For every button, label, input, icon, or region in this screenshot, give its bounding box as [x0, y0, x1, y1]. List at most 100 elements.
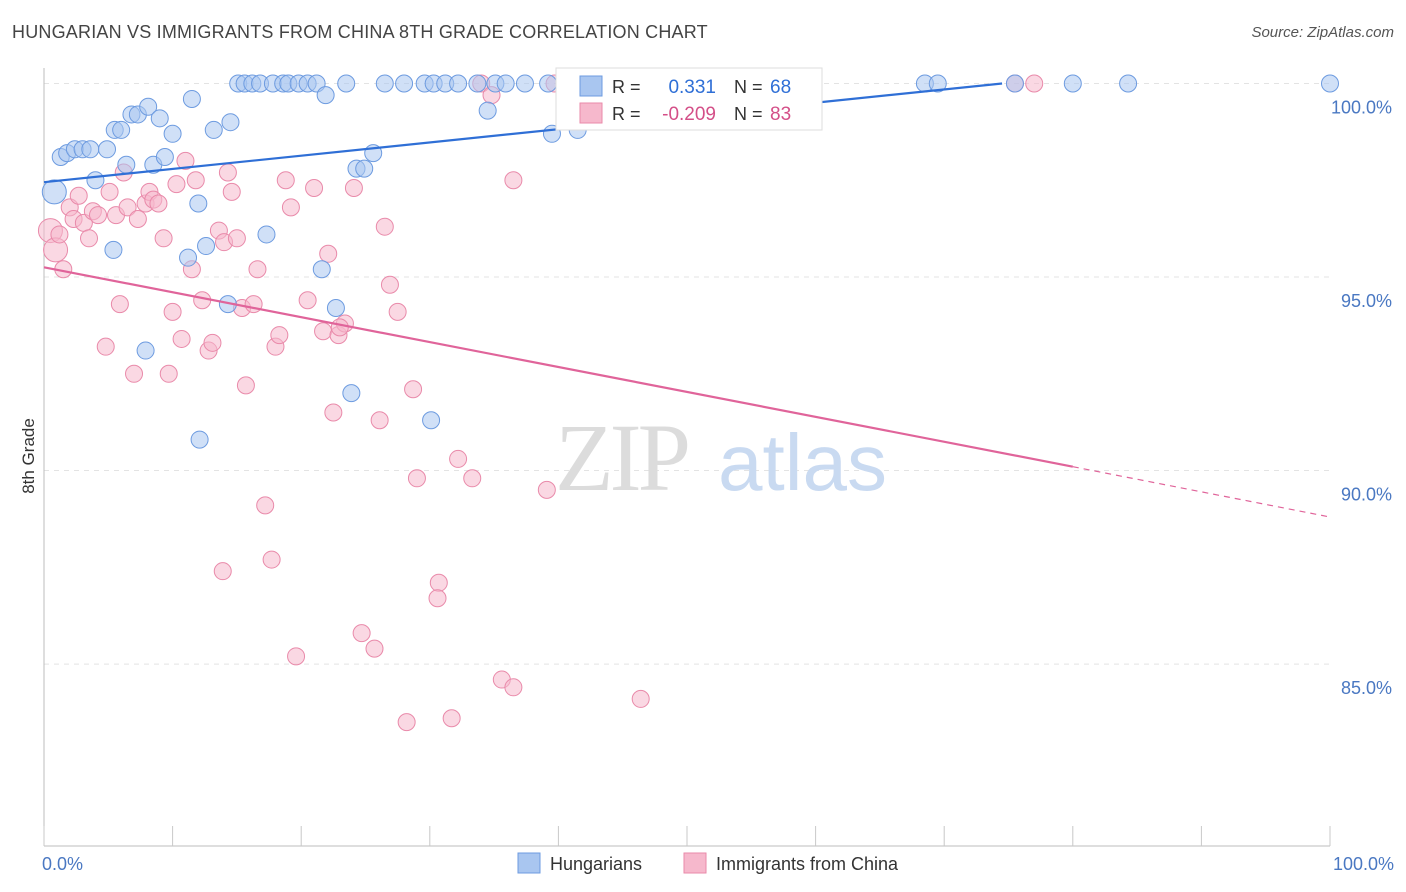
china-point — [442, 709, 461, 728]
china-point — [248, 260, 267, 279]
legend-swatch-china — [683, 852, 707, 874]
china-point — [167, 175, 186, 194]
china-point — [631, 689, 650, 708]
legend-label-hungarians: Hungarians — [550, 854, 642, 874]
china-point — [352, 624, 371, 643]
china-point — [100, 182, 119, 201]
china-point — [110, 295, 129, 314]
hungarian-point — [326, 298, 345, 317]
x-tick-label-min: 0.0% — [42, 854, 83, 874]
hungarian-point — [449, 74, 468, 93]
china-point — [176, 151, 195, 170]
hungarian-point — [163, 124, 182, 143]
china-point — [125, 364, 144, 383]
hungarian-point — [81, 140, 100, 159]
x-tick-label-max: 100.0% — [1333, 854, 1394, 874]
china-point — [276, 171, 295, 190]
china-point — [370, 411, 389, 430]
hungarian-point — [189, 194, 208, 213]
hungarian-point — [1063, 74, 1082, 93]
hungarian-point — [337, 74, 356, 93]
hungarian-point — [190, 430, 209, 449]
y-tick-label: 85.0% — [1341, 678, 1392, 698]
hungarian-point — [468, 74, 487, 93]
china-point — [404, 380, 423, 399]
china-point — [186, 171, 205, 190]
china-point — [305, 178, 324, 197]
china-point — [319, 244, 338, 263]
china-point — [69, 186, 88, 205]
china-point — [375, 217, 394, 236]
x-ticks — [43, 826, 1331, 846]
stats-box: R = 0.331 N = 68 R = -0.209 N = 83 — [555, 67, 823, 131]
china-point — [537, 480, 556, 499]
china-point — [504, 678, 523, 697]
hungarian-point — [422, 411, 441, 430]
china-point — [128, 209, 147, 228]
legend-label-china: Immigrants from China — [716, 854, 899, 874]
china-point — [365, 639, 384, 658]
hungarian-point — [221, 113, 240, 132]
china-point — [344, 178, 363, 197]
china-point — [287, 647, 306, 666]
hungarian-point — [182, 89, 201, 108]
hungarian-point — [179, 248, 198, 267]
china-point — [429, 573, 448, 592]
series-immigrants-from-china — [37, 74, 1044, 732]
hungarian-point — [139, 97, 158, 116]
china-point — [397, 713, 416, 732]
hungarian-point — [1321, 74, 1339, 93]
china-point — [281, 198, 300, 217]
china-point — [222, 182, 241, 201]
china-point — [449, 449, 468, 468]
china-trend-line-extrapolated — [1072, 466, 1331, 518]
stats-n-label: N = — [734, 77, 763, 97]
stats-swatch-blue — [579, 75, 603, 97]
y-tick-label: 95.0% — [1341, 291, 1392, 311]
hungarian-point — [496, 74, 515, 93]
china-point — [262, 550, 281, 569]
china-point — [118, 198, 137, 217]
stats-n-label: N = — [734, 104, 763, 124]
china-point — [256, 496, 275, 515]
hungarian-point — [204, 120, 223, 139]
hungarian-point — [539, 74, 558, 93]
china-point — [159, 364, 178, 383]
hungarian-point — [342, 384, 361, 403]
y-tick-label: 90.0% — [1341, 485, 1392, 505]
china-point — [236, 376, 255, 395]
china-point — [218, 163, 237, 182]
china-point — [298, 291, 317, 310]
china-point — [227, 229, 246, 248]
hungarian-point — [117, 155, 136, 174]
stats-n-value: 83 — [770, 104, 791, 125]
china-point — [330, 318, 349, 337]
hungarian-point — [478, 101, 497, 120]
stats-r-label: R = — [612, 77, 641, 97]
china-point — [270, 326, 289, 345]
china-trend-line — [43, 266, 1074, 468]
hungarian-point — [155, 148, 174, 167]
y-tick-label: 100.0% — [1331, 97, 1392, 117]
china-point — [213, 562, 232, 581]
hungarian-point — [1119, 74, 1138, 93]
grid — [44, 82, 1330, 665]
china-point — [50, 225, 69, 244]
china-point — [428, 589, 447, 608]
hungarian-point — [928, 74, 947, 93]
hungarian-point — [395, 74, 414, 93]
hungarian-point — [312, 260, 331, 279]
china-point — [172, 329, 191, 348]
china-point — [89, 206, 108, 225]
stats-r-label: R = — [612, 104, 641, 124]
hungarian-point — [136, 341, 155, 360]
china-point — [380, 275, 399, 294]
chart-title: HUNGARIAN VS IMMIGRANTS FROM CHINA 8TH G… — [12, 22, 708, 42]
stats-r-value: 0.331 — [668, 77, 716, 98]
china-point — [154, 229, 173, 248]
china-point — [407, 469, 426, 488]
china-point — [149, 194, 168, 213]
china-point — [80, 229, 99, 248]
china-point — [1025, 74, 1044, 93]
